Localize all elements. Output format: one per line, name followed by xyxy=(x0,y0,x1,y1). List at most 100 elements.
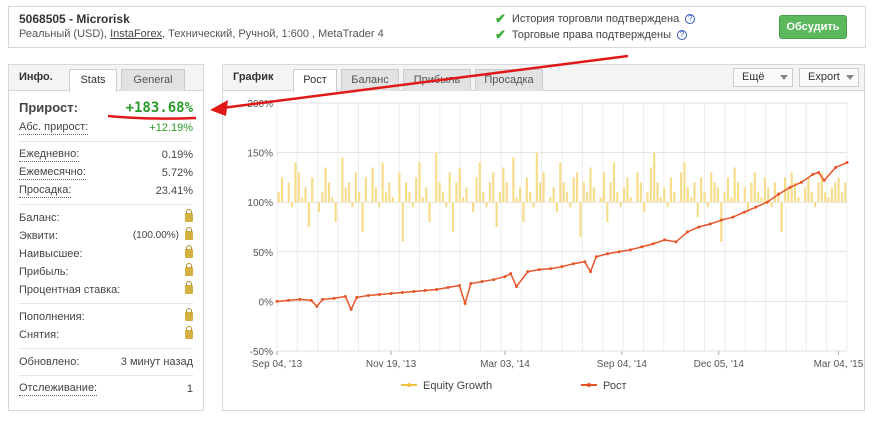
equity-bar xyxy=(562,182,565,203)
equity-bar xyxy=(341,157,344,203)
equity-bar xyxy=(304,187,307,203)
equity-bar xyxy=(622,187,626,203)
tracking-label[interactable]: Отслеживание: xyxy=(19,382,98,396)
growth-point xyxy=(731,215,735,219)
equity-bar xyxy=(740,202,743,203)
equity-bar xyxy=(659,197,662,203)
equity-bar xyxy=(515,197,518,203)
equity-bar xyxy=(441,192,445,203)
drawdown-label[interactable]: Просадка: xyxy=(19,184,72,198)
equity-bar xyxy=(656,182,659,203)
more-label: Ещё xyxy=(742,71,765,83)
equity-bar xyxy=(797,197,800,203)
interest-row: Процентная ставка: xyxy=(19,281,193,299)
equity-bar xyxy=(297,172,300,203)
equity-bar xyxy=(582,182,585,203)
chevron-down-icon xyxy=(780,75,788,80)
growth-point xyxy=(275,299,279,303)
growth-point xyxy=(822,178,826,182)
growth-point xyxy=(583,260,587,264)
tab-stats[interactable]: Stats xyxy=(69,69,117,92)
tab-profit[interactable]: Прибыль xyxy=(403,69,471,91)
equity-bar xyxy=(713,182,716,203)
equity-bar xyxy=(495,202,498,227)
help-icon[interactable]: ? xyxy=(685,14,696,24)
equity-bar xyxy=(814,202,817,208)
equity-bar xyxy=(736,182,740,203)
legend-growth-dot xyxy=(587,383,591,387)
equity-bar xyxy=(475,177,478,203)
growth-point xyxy=(298,297,302,301)
equity-bar xyxy=(804,187,807,203)
y-tick-label: 200% xyxy=(247,99,273,110)
x-tick-label: Sep 04, '14 xyxy=(597,359,648,370)
growth-point xyxy=(788,185,792,189)
profit-label: Прибыль: xyxy=(19,266,69,278)
daily-label[interactable]: Ежедневно: xyxy=(19,148,80,162)
equity-bar xyxy=(401,202,404,242)
tab-general[interactable]: General xyxy=(121,69,185,91)
equity-bar xyxy=(391,197,394,203)
equity-bar xyxy=(757,192,760,203)
equity-bar xyxy=(770,202,773,208)
broker-link[interactable]: InstaForex xyxy=(110,28,163,40)
equity-bar xyxy=(327,182,331,203)
equity-bar xyxy=(840,192,844,203)
account-details: , Технический, Ручной, 1:600 , MetaTrade… xyxy=(162,28,384,40)
y-tick-label: 50% xyxy=(253,248,273,259)
interest-label: Процентная ставка: xyxy=(19,284,121,296)
equity-bar xyxy=(301,197,304,203)
equity-bar xyxy=(559,162,562,203)
export-dropdown[interactable]: Export xyxy=(799,68,859,87)
growth-point xyxy=(617,250,621,254)
lock-icon xyxy=(185,281,193,294)
equity-bar xyxy=(663,187,666,203)
equity-bar xyxy=(529,192,532,203)
equity-bar xyxy=(465,187,468,203)
equity-bar xyxy=(579,202,582,237)
growth-point xyxy=(811,172,815,176)
equity-bar xyxy=(408,192,411,203)
equity-bar xyxy=(368,202,371,203)
equity-label: Эквити: xyxy=(19,230,58,242)
equity-bar xyxy=(636,172,639,203)
tab-balance[interactable]: Баланс xyxy=(341,69,399,91)
growth-point xyxy=(663,238,667,242)
equity-bar xyxy=(411,202,414,208)
growth-point xyxy=(674,240,678,244)
equity-bar xyxy=(314,202,317,203)
equity-bar xyxy=(606,202,609,223)
abs-gain-label[interactable]: Абс. прирост: xyxy=(19,121,89,135)
equity-pct: (100.00%) xyxy=(132,230,179,241)
equity-bar xyxy=(616,192,619,203)
growth-point xyxy=(537,268,541,272)
gain-row: Прирост: +183.68% xyxy=(19,97,193,119)
growth-point xyxy=(366,293,370,297)
equity-bar xyxy=(364,177,367,203)
equity-bar xyxy=(569,202,572,208)
lock-icon xyxy=(185,263,193,276)
account-header: 5068505 - Microrisk Реальный (USD), Inst… xyxy=(8,6,866,48)
equity-bar xyxy=(280,177,284,203)
daily-row: Ежедневно: 0.19% xyxy=(19,146,193,164)
more-dropdown[interactable]: Ещё xyxy=(733,68,793,87)
tab-growth[interactable]: Рост xyxy=(293,69,337,92)
equity-bar xyxy=(324,167,327,203)
equity-bar xyxy=(753,172,756,203)
equity-bar xyxy=(710,172,713,203)
growth-point xyxy=(355,295,359,299)
balance-label: Баланс: xyxy=(19,212,60,224)
growth-point xyxy=(571,262,575,266)
monthly-label[interactable]: Ежемесячно: xyxy=(19,166,86,180)
tab-drawdown[interactable]: Просадка xyxy=(475,69,543,91)
equity-bar xyxy=(284,202,287,203)
help-icon[interactable]: ? xyxy=(677,30,688,40)
equity-bar xyxy=(817,182,820,203)
equity-bar xyxy=(800,202,803,203)
discuss-button[interactable]: Обсудить xyxy=(779,15,847,39)
equity-bar xyxy=(525,177,528,203)
equity-bar xyxy=(522,202,525,223)
abs-gain-row: Абс. прирост: +12.19% xyxy=(19,119,193,137)
equity-bar xyxy=(733,167,736,203)
highest-row: Наивысшее: xyxy=(19,245,193,263)
